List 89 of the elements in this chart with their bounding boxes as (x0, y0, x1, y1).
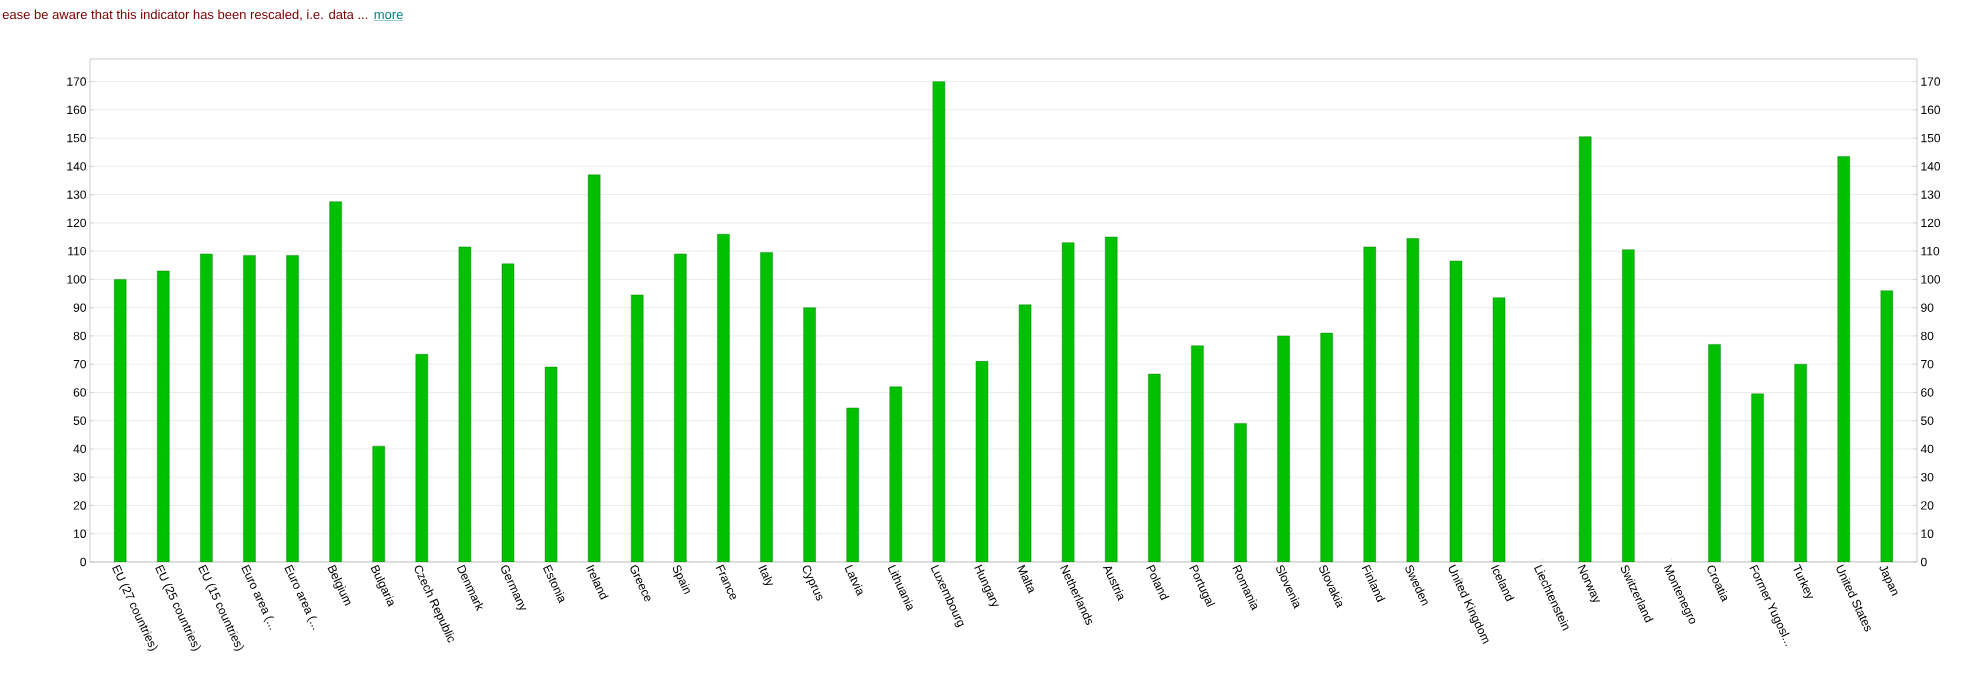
bar (1837, 156, 1850, 562)
bar (200, 253, 213, 562)
x-tick-label: Spain (672, 565, 690, 595)
bar (243, 255, 256, 562)
x-tick-label: Euro area (... (284, 564, 318, 630)
bar (286, 255, 299, 562)
y-tick-label: 140 (1921, 162, 1941, 171)
bar (1018, 304, 1032, 562)
bar (1191, 345, 1204, 562)
bar (674, 253, 687, 562)
y2-tick-label: 70 (73, 359, 87, 369)
y2-tick-label: 150 (67, 133, 87, 143)
bar (458, 246, 472, 562)
x-tick-label: Euro area (... (241, 564, 275, 630)
bar (157, 270, 170, 562)
y-tick-label: 40 (1920, 444, 1934, 454)
bar (1277, 335, 1290, 562)
bar (1708, 344, 1721, 562)
x-tick-label: Italy (758, 564, 774, 585)
bar (113, 279, 127, 562)
y-tick-label: 100 (1921, 275, 1941, 284)
bar (544, 366, 558, 562)
y2-tick-label: 20 (73, 501, 87, 510)
bar (1406, 238, 1420, 562)
bar (1320, 332, 1333, 562)
y2-tick-label: 60 (73, 388, 87, 397)
y2-tick-label: 40 (73, 444, 87, 454)
y2-tick-label: 50 (73, 416, 87, 425)
y2-tick-label: 160 (67, 105, 87, 115)
bar (975, 361, 989, 562)
bar (1751, 393, 1764, 562)
bar (631, 294, 644, 562)
x-tick-label: France (715, 564, 736, 600)
y-tick-label: 90 (1921, 303, 1934, 312)
y-tick-label: 110 (1921, 246, 1940, 256)
bar (1148, 373, 1161, 562)
bar (587, 174, 601, 562)
bar (717, 233, 730, 562)
y-tick-label: 50 (1921, 416, 1934, 425)
y-tick-label: 160 (1921, 105, 1941, 115)
y-tick-label: 120 (1921, 218, 1941, 228)
y2-tick-label: 140 (67, 162, 87, 171)
bar (1492, 297, 1506, 562)
y2-tick-label: 10 (74, 529, 87, 538)
bar (372, 445, 385, 562)
y2-tick-label: 90 (73, 303, 87, 312)
x-tick-label: Malta (1017, 564, 1034, 594)
y2-tick-label: 100 (67, 275, 87, 284)
x-tick-label: Turkey (1793, 564, 1814, 598)
bar (932, 81, 946, 562)
bar (1449, 260, 1463, 562)
bar (1105, 236, 1118, 562)
bar (760, 252, 773, 562)
y2-tick-label: 130 (67, 190, 87, 199)
bar (1234, 423, 1247, 562)
bar (1880, 290, 1894, 562)
y-tick-label: 0 (1921, 557, 1927, 567)
y2-tick-label: 170 (67, 77, 87, 86)
bar (1579, 136, 1592, 562)
x-tick-label: Cyprus (802, 565, 823, 601)
bar (803, 307, 816, 562)
y2-tick-label: 110 (68, 246, 87, 256)
bar (1363, 246, 1376, 562)
bar (846, 407, 859, 562)
bar (1622, 249, 1635, 562)
y2-tick-label: 30 (73, 472, 87, 482)
x-tick-label: Latvia (844, 564, 863, 597)
bar (415, 354, 428, 562)
bar (501, 263, 515, 562)
x-tick-label: Croatia (1707, 565, 1728, 603)
bar (1061, 242, 1075, 562)
bar (329, 201, 342, 562)
y-tick-label: 20 (1921, 501, 1934, 510)
y-tick-label: 10 (1921, 529, 1934, 538)
y-tick-label: 80 (1921, 331, 1934, 341)
y-tick-label: 70 (1921, 359, 1934, 369)
y-tick-label: 60 (1921, 388, 1934, 397)
y2-tick-label: 80 (73, 331, 87, 341)
y2-tick-label: 0 (80, 557, 87, 567)
y-tick-label: 150 (1921, 133, 1941, 143)
text: more (374, 11, 403, 20)
bar (1794, 363, 1807, 562)
y-tick-label: 170 (1921, 77, 1941, 86)
text: ease be aware that this indicator has been rescaled, i.e. data ... (2, 9, 368, 21)
bar (889, 386, 902, 562)
x-tick-label: Japan (1879, 565, 1898, 596)
y-tick-label: 30 (1920, 472, 1934, 482)
y-tick-label: 130 (1921, 190, 1941, 199)
y2-tick-label: 120 (67, 218, 87, 228)
